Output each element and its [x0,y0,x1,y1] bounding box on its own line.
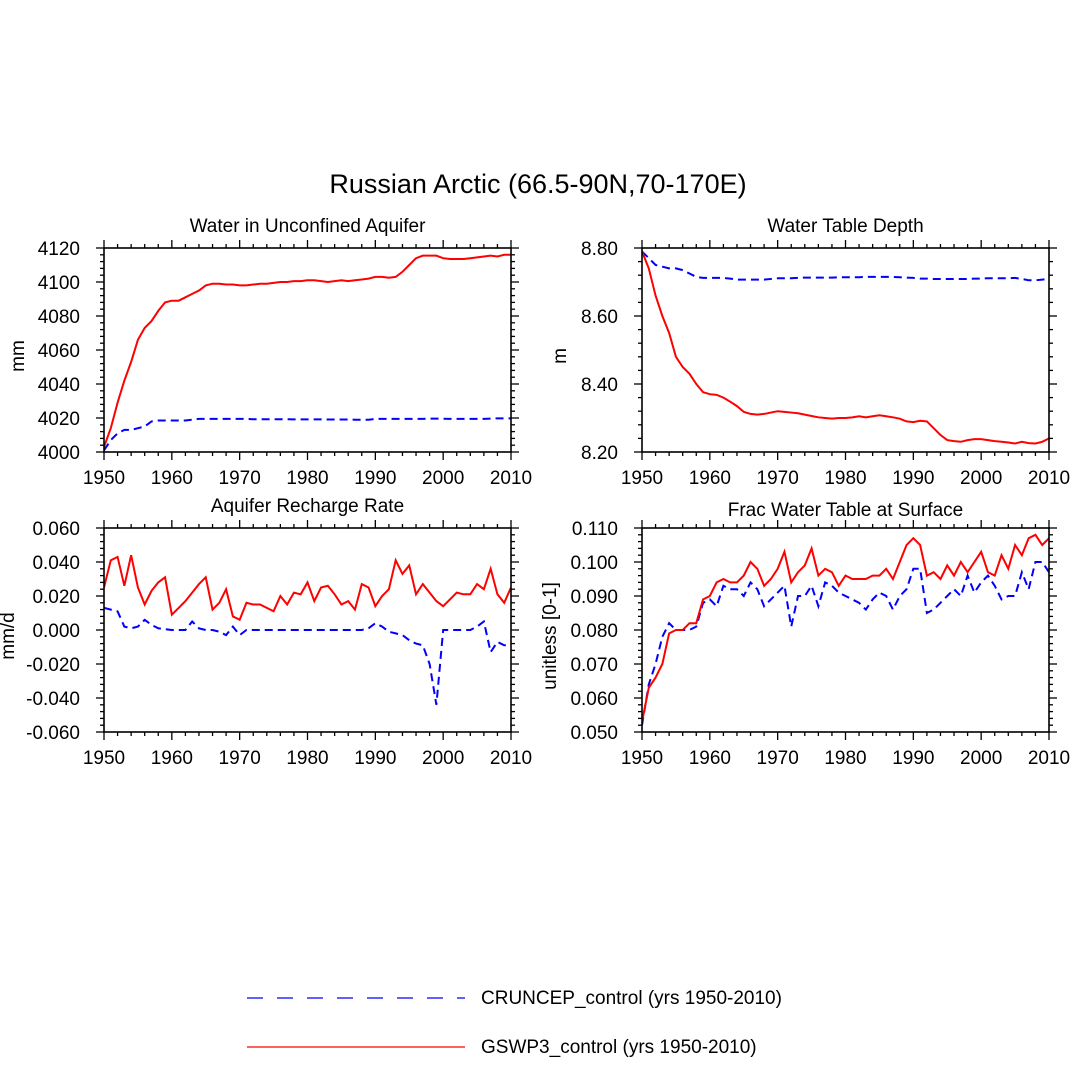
y-tick-label: 0.050 [570,723,618,744]
legend-label-cruncep: CRUNCEP_control (yrs 1950-2010) [481,988,782,1009]
x-tick-label: 1990 [354,468,396,489]
series-line-cruncep [104,417,511,451]
x-tick-label: 2010 [490,748,532,769]
y-tick-label: 8.40 [581,375,618,396]
x-tick-label: 2010 [1028,748,1070,769]
y-tick-label: 0.080 [570,621,618,642]
x-tick-label: 1960 [689,468,731,489]
x-tick-label: 1990 [892,468,934,489]
x-tick-label: 2010 [1028,468,1070,489]
x-tick-label: 1980 [286,468,328,489]
y-axis-label: unitless [0-1] [540,582,561,690]
y-tick-label: 0.110 [572,519,618,540]
y-tick-label: 0.060 [570,689,618,710]
x-tick-label: 1960 [151,748,193,769]
panel-title: Aquifer Recharge Rate [211,496,404,517]
y-tick-label: 8.80 [581,239,618,260]
y-axis-label: mm/d [0,612,19,660]
series-line-gswp3 [642,533,1049,722]
panel-title: Water Table Depth [767,216,923,237]
y-tick-label: -0.040 [26,689,80,710]
panel-4: Frac Water Table at Surface unitless [0-1… [540,500,1070,769]
x-tick-label: 1970 [757,748,799,769]
y-axis-label: m [550,348,571,364]
x-tick-label: 1960 [689,748,731,769]
series-line-cruncep [104,606,511,705]
x-tick-label: 1970 [219,748,261,769]
y-tick-label: 4060 [38,341,80,362]
y-tick-label: 4120 [38,239,80,260]
x-tick-label: 1970 [757,468,799,489]
y-tick-label: -0.020 [26,655,80,676]
series-line-cruncep [642,561,1049,726]
y-tick-label: 0.060 [32,519,80,540]
x-tick-label: 2000 [422,748,464,769]
legend-label-gswp3: GSWP3_control (yrs 1950-2010) [481,1037,757,1058]
x-tick-label: 1990 [892,748,934,769]
series-line-gswp3 [104,253,511,448]
y-tick-label: 8.60 [581,307,618,328]
panels: Water in Unconfined Aquifer mm 1950 1960 197… [0,216,1070,769]
panel-title: Water in Unconfined Aquifer [190,216,427,237]
panel-2: Water Table Depth m 1950 1960 1970 1980 1990 20… [550,216,1070,489]
y-axis-label: mm [8,340,29,372]
x-tick-label: 1970 [219,468,261,489]
x-tick-label: 2000 [960,748,1002,769]
y-tick-label: 0.040 [32,553,80,574]
x-tick-label: 1950 [621,468,663,489]
x-tick-label: 1960 [151,468,193,489]
x-tick-label: 1980 [824,468,866,489]
panel-1: Water in Unconfined Aquifer mm 1950 1960 197… [8,216,532,489]
x-tick-label: 1950 [621,748,663,769]
series-line-cruncep [642,250,1049,282]
y-tick-label: 0.000 [32,621,80,642]
y-tick-label: 0.020 [32,587,80,608]
x-tick-label: 1950 [83,748,125,769]
x-tick-label: 1980 [824,748,866,769]
x-tick-label: 2000 [960,468,1002,489]
legend: CRUNCEP_control (yrs 1950-2010) GSWP3_co… [247,988,782,1058]
y-tick-label: 8.20 [581,443,618,464]
panel-title: Frac Water Table at Surface [728,500,964,521]
y-tick-label: 4000 [38,443,80,464]
x-tick-label: 1990 [354,748,396,769]
y-tick-label: 4040 [38,375,80,396]
y-tick-label: 0.090 [570,587,618,608]
y-tick-label: 0.100 [570,553,618,574]
plot-frame [641,527,1050,733]
y-tick-label: 4080 [38,307,80,328]
series-line-gswp3 [642,251,1049,445]
x-tick-label: 1950 [83,468,125,489]
y-tick-label: 4020 [38,409,80,430]
x-tick-label: 1980 [286,748,328,769]
x-tick-label: 2000 [422,468,464,489]
y-tick-label: 0.070 [570,655,618,676]
panel-3: Aquifer Recharge Rate mm/d 1950 1960 1970 198… [0,496,532,769]
y-tick-label: 4100 [38,273,80,294]
y-tick-label: -0.060 [26,723,80,744]
series-line-gswp3 [104,554,511,622]
figure-title: Russian Arctic (66.5-90N,70-170E) [329,169,746,199]
x-tick-label: 2010 [490,468,532,489]
